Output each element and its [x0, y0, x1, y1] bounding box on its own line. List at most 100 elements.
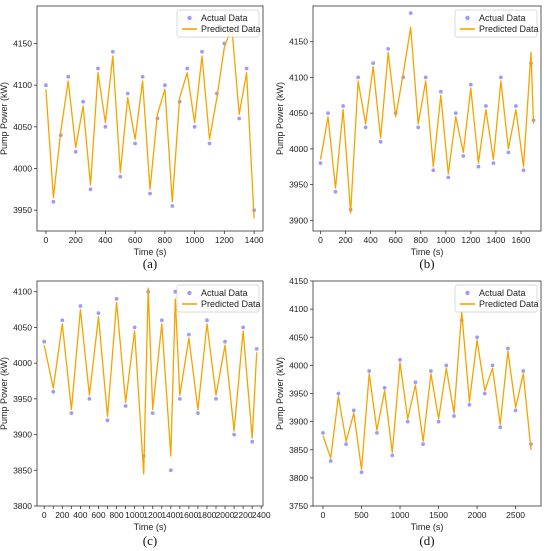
- data-point-actual: [367, 369, 372, 373]
- data-point-actual: [482, 391, 487, 396]
- legend-point-swatch: [465, 290, 470, 296]
- data-point-actual: [506, 150, 511, 155]
- legend-point-swatch: [187, 15, 192, 21]
- x-tick-label: 1400: [245, 235, 264, 245]
- plot-area: [312, 280, 542, 507]
- data-point-actual: [223, 339, 227, 344]
- data-point-actual: [96, 311, 101, 315]
- x-tick-label: 600: [389, 235, 403, 245]
- x-tick-label: 200: [69, 235, 83, 245]
- legend-label: Predicted Data: [201, 299, 261, 309]
- x-tick-label: 2500: [506, 510, 525, 520]
- y-tick-label: 3950: [289, 389, 308, 399]
- y-axis-label: Pump Power (kW): [0, 82, 9, 155]
- x-tick-label: 1000: [125, 510, 144, 520]
- data-point-actual: [413, 380, 418, 385]
- y-tick-label: 4150: [13, 39, 32, 49]
- data-point-actual: [170, 204, 175, 208]
- data-point-actual: [73, 149, 78, 154]
- data-point-actual: [506, 346, 510, 351]
- data-point-actual: [476, 164, 481, 169]
- chart-panel-0: 0 200 400 600 800 1000 1200 1400 3950 4000 4050 410…: [0, 5, 264, 271]
- data-point-actual: [444, 363, 449, 368]
- data-point-actual: [81, 99, 85, 104]
- legend-point-swatch: [187, 290, 192, 296]
- data-point-actual: [467, 402, 472, 407]
- data-point-actual: [148, 191, 152, 196]
- x-tick-label: 0: [318, 235, 323, 245]
- x-tick-label: 1800: [197, 510, 216, 520]
- data-point-actual: [326, 111, 330, 115]
- panel-caption: (a): [143, 256, 157, 271]
- y-tick-label: 3850: [289, 445, 308, 455]
- data-point-actual: [192, 124, 197, 129]
- y-tick-label: 3800: [13, 501, 32, 511]
- data-point-actual: [244, 66, 249, 71]
- data-point-actual: [429, 369, 433, 373]
- data-point-actual: [468, 82, 473, 87]
- data-point-actual: [421, 442, 425, 446]
- data-point-actual: [196, 411, 200, 415]
- plot-area: [36, 280, 264, 507]
- data-point-actual: [378, 139, 383, 144]
- data-point-actual: [96, 66, 100, 71]
- y-tick-label: 3800: [289, 473, 308, 483]
- data-point-actual: [214, 397, 218, 401]
- x-tick-label: 400: [364, 235, 378, 245]
- y-tick-label: 4050: [13, 322, 32, 332]
- y-tick-label: 4150: [289, 276, 308, 286]
- y-tick-label: 4100: [289, 304, 308, 314]
- data-point-actual: [513, 408, 518, 413]
- series-line-predicted: [322, 311, 532, 471]
- y-axis-label: Pump Power (kW): [0, 357, 9, 430]
- plot-content: [44, 16, 256, 219]
- data-point-actual: [159, 318, 164, 323]
- data-point-actual: [150, 411, 155, 415]
- data-point-actual: [423, 75, 428, 80]
- x-tick-label: 1600: [511, 235, 530, 245]
- data-point-actual: [438, 89, 443, 94]
- plot-content: [321, 311, 533, 475]
- y-tick-label: 4050: [289, 108, 308, 118]
- x-tick-label: 500: [354, 510, 368, 520]
- y-tick-label: 3900: [13, 430, 32, 440]
- data-point-actual: [499, 75, 503, 80]
- x-axis-label: Time (s): [411, 247, 444, 257]
- x-tick-label: 200: [55, 510, 69, 520]
- x-tick-label: 800: [109, 510, 123, 520]
- data-point-actual: [173, 289, 178, 294]
- data-point-actual: [200, 49, 204, 54]
- data-point-actual: [491, 161, 496, 166]
- data-point-actual: [475, 335, 479, 340]
- data-point-actual: [232, 432, 237, 437]
- series-line-predicted: [319, 26, 535, 214]
- y-tick-label: 4050: [289, 332, 308, 342]
- data-point-actual: [123, 404, 128, 408]
- data-point-actual: [405, 419, 410, 424]
- data-point-actual: [382, 386, 387, 390]
- data-point-actual: [521, 369, 526, 373]
- data-point-actual: [363, 125, 368, 130]
- data-point-actual: [140, 74, 145, 79]
- y-tick-label: 4000: [13, 164, 32, 174]
- data-point-actual: [125, 91, 130, 96]
- x-tick-label: 0: [321, 510, 326, 520]
- y-tick-label: 4000: [289, 144, 308, 154]
- data-point-actual: [356, 75, 360, 80]
- y-tick-label: 3950: [13, 394, 32, 404]
- data-point-actual: [44, 83, 48, 88]
- x-tick-label: 1200: [143, 510, 162, 520]
- x-tick-label: 800: [414, 235, 428, 245]
- panel-caption: (c): [143, 533, 157, 548]
- x-tick-label: 400: [98, 235, 112, 245]
- data-point-actual: [371, 61, 375, 65]
- data-point-actual: [436, 419, 441, 424]
- panel-caption: (b): [419, 256, 434, 271]
- data-point-actual: [241, 325, 246, 330]
- data-point-actual: [69, 411, 74, 415]
- data-point-actual: [205, 318, 209, 323]
- data-point-actual: [60, 318, 65, 323]
- data-point-actual: [359, 470, 364, 475]
- data-point-actual: [42, 339, 47, 344]
